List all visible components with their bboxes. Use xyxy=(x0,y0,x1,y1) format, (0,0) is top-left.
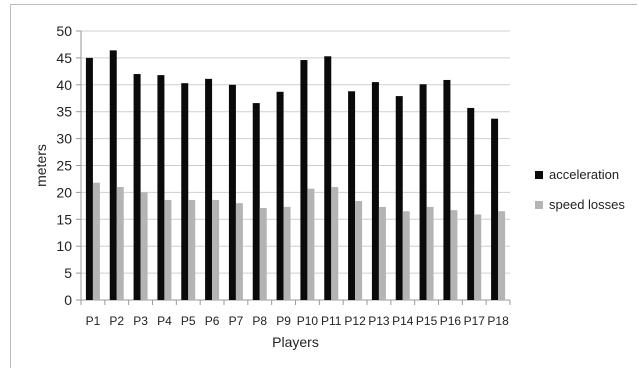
y-tick-label: 45 xyxy=(56,50,72,66)
legend-swatch-acceleration xyxy=(535,171,543,179)
bar-acceleration-p17 xyxy=(467,107,475,301)
bar-acceleration-p16 xyxy=(443,79,451,300)
bar-acceleration-p10 xyxy=(300,60,308,300)
x-tick-labels: P1 P2 P3 P4 P5 P6 P7 P8 P9 P10 P11 P12 P13 P14 P15 P16 P… xyxy=(80,300,511,328)
bar-acceleration-p15 xyxy=(419,84,427,301)
bar-acceleration-p9 xyxy=(276,91,284,300)
bar-acceleration-p7 xyxy=(228,84,236,300)
x-tick-label: P2 xyxy=(109,314,124,328)
x-tick-label: P11 xyxy=(321,314,342,328)
bar-acceleration-p3 xyxy=(133,74,141,300)
bar-acceleration-p2 xyxy=(109,50,117,301)
x-tick-label: P18 xyxy=(487,314,509,328)
bar-acceleration-p14 xyxy=(395,96,403,301)
bars xyxy=(85,50,506,301)
bar-speed-losses-p6 xyxy=(212,199,220,300)
x-tick-label: P12 xyxy=(344,314,366,328)
y-tick-label: 35 xyxy=(56,104,72,120)
y-tick-label: 15 xyxy=(56,211,72,227)
x-tick-label: P15 xyxy=(416,314,438,328)
legend-label-speed-losses: speed losses xyxy=(549,197,625,212)
x-tick-label: P16 xyxy=(440,314,462,328)
y-axis-label: meters xyxy=(33,144,49,187)
x-tick-label: P14 xyxy=(392,314,414,328)
bar-speed-losses-p12 xyxy=(355,201,363,300)
x-tick-label: P7 xyxy=(229,314,244,328)
bar-speed-losses-p14 xyxy=(402,211,410,300)
y-tick-labels: 0 5 10 15 20 25 30 35 40 45 50 xyxy=(56,23,81,308)
gridlines xyxy=(81,30,510,274)
y-tick-label: 30 xyxy=(56,131,72,147)
y-tick-label: 0 xyxy=(64,292,72,308)
x-tick-label: P1 xyxy=(86,314,101,328)
x-tick-label: P8 xyxy=(252,314,267,328)
bar-speed-losses-p2 xyxy=(116,187,124,300)
bar-speed-losses-p9 xyxy=(283,206,291,300)
x-tick-label: P17 xyxy=(464,314,486,328)
x-tick-label: P9 xyxy=(276,314,291,328)
y-tick-label: 40 xyxy=(56,77,72,93)
y-tick-label: 5 xyxy=(64,265,72,281)
legend: acceleration speed losses xyxy=(535,167,625,212)
x-tick-label: P4 xyxy=(157,314,172,328)
x-tick-label: P3 xyxy=(133,314,148,328)
bar-speed-losses-p4 xyxy=(164,199,172,300)
bar-speed-losses-p1 xyxy=(92,182,100,300)
x-tick-label: P13 xyxy=(368,314,390,328)
bar-acceleration-p13 xyxy=(371,82,379,300)
bar-speed-losses-p8 xyxy=(259,208,267,300)
bar-speed-losses-p5 xyxy=(188,199,196,300)
bar-speed-losses-p18 xyxy=(498,211,506,300)
bar-speed-losses-p15 xyxy=(426,206,434,300)
y-tick-label: 10 xyxy=(56,238,72,254)
x-tick-label: P10 xyxy=(297,314,319,328)
bar-acceleration-p8 xyxy=(252,103,260,300)
bar-speed-losses-p17 xyxy=(474,214,482,300)
x-axis-label: Players xyxy=(272,334,319,350)
y-tick-label: 25 xyxy=(56,158,72,174)
bar-acceleration-p1 xyxy=(85,57,93,301)
x-tick-label: P5 xyxy=(181,314,196,328)
bar-speed-losses-p13 xyxy=(378,206,386,300)
legend-label-acceleration: acceleration xyxy=(549,167,619,182)
bar-speed-losses-p10 xyxy=(307,188,315,300)
bar-acceleration-p5 xyxy=(181,83,189,300)
bar-speed-losses-p7 xyxy=(235,203,243,300)
chart-frame xyxy=(10,4,637,368)
bar-acceleration-p11 xyxy=(324,56,332,301)
bar-speed-losses-p11 xyxy=(331,187,339,300)
bar-acceleration-p12 xyxy=(348,91,356,300)
bar-speed-losses-p16 xyxy=(450,210,458,300)
legend-swatch-speed-losses xyxy=(535,201,543,209)
x-tick-label: P6 xyxy=(205,314,220,328)
y-tick-label: 50 xyxy=(56,23,72,39)
bar-acceleration-p6 xyxy=(205,78,213,301)
y-tick-label: 20 xyxy=(56,184,72,200)
bar-acceleration-p18 xyxy=(491,118,499,300)
bar-speed-losses-p3 xyxy=(140,192,148,300)
bar-acceleration-p4 xyxy=(157,75,165,300)
